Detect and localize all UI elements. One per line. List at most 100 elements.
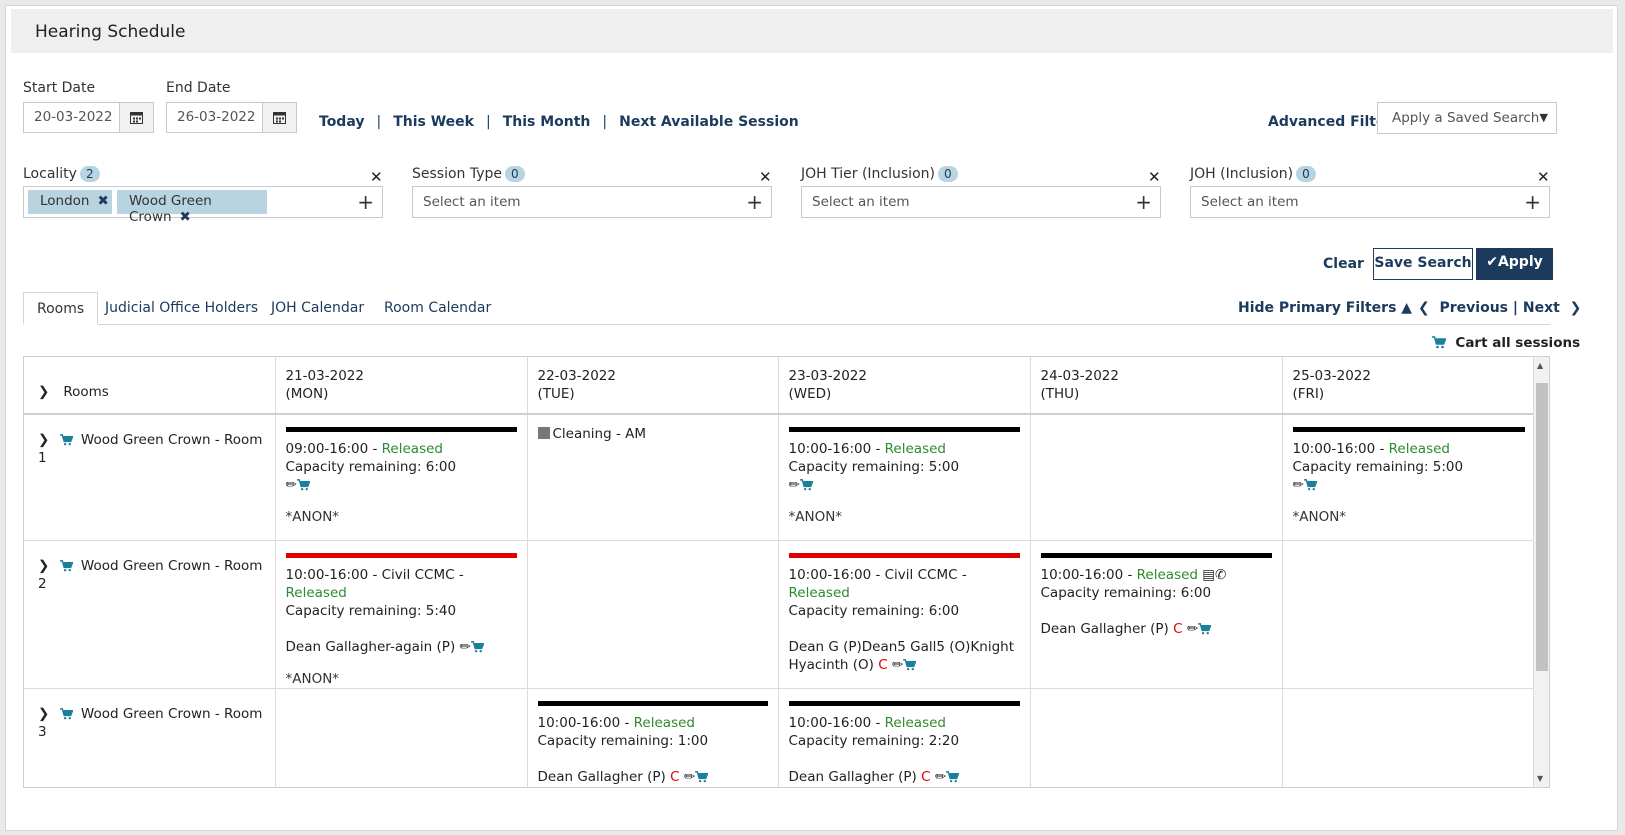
conflict-flag: C: [1173, 620, 1183, 637]
cart-icon[interactable]: [59, 707, 73, 720]
session-cell[interactable]: [275, 688, 528, 787]
chevron-left-icon[interactable]: ❮: [1418, 300, 1430, 316]
remove-chip-icon[interactable]: ✖: [97, 193, 109, 209]
start-date-label: Start Date: [23, 80, 96, 96]
session-bar: [285, 427, 517, 432]
previous-link[interactable]: Previous: [1439, 300, 1508, 316]
cart-icon[interactable]: [296, 479, 310, 491]
pencil-icon[interactable]: ✏: [788, 477, 800, 493]
tab-judicial-office-holders[interactable]: Judicial Office Holders: [105, 300, 259, 316]
session-cell[interactable]: 10:00-16:00 - Released Capacity remainin…: [778, 414, 1031, 541]
locality-field[interactable]: London ✖ Wood Green Crown ✖ +: [23, 186, 383, 225]
scroll-up-icon[interactable]: ▲: [1537, 361, 1544, 370]
save-search-button[interactable]: Save Search: [1373, 248, 1473, 280]
this-month-link[interactable]: This Month: [502, 114, 591, 130]
add-icon[interactable]: +: [746, 190, 763, 214]
pencil-icon[interactable]: ✏: [683, 768, 696, 785]
session-cell[interactable]: [1030, 414, 1283, 541]
cart-icon[interactable]: [903, 658, 917, 671]
status-released: Released: [788, 584, 850, 601]
tab-joh-calendar[interactable]: JOH Calendar: [271, 300, 365, 316]
session-bar: [1040, 552, 1272, 558]
cart-icon[interactable]: [1198, 622, 1212, 635]
next-available-session-link[interactable]: Next Available Session: [619, 114, 799, 130]
schedule-table: ❯ Rooms 21-03-2022 (MON) 22-03-2022 (TUE) 2…: [24, 357, 1536, 787]
apply-button[interactable]: ✔Apply: [1476, 248, 1553, 280]
session-bar: [285, 552, 517, 558]
session-cell[interactable]: [1282, 688, 1536, 787]
status-released: Released: [884, 714, 946, 731]
chevron-right-icon[interactable]: ❯: [38, 384, 50, 400]
chevron-right-icon[interactable]: ❯: [38, 705, 50, 722]
notes-icon[interactable]: ▤: [1202, 566, 1216, 583]
end-date-label: End Date: [166, 80, 231, 96]
session-type-field[interactable]: Select an item +: [412, 186, 772, 218]
day-header: 25-03-2022 (FRI): [1282, 357, 1536, 415]
joh-tier-clear-icon[interactable]: ✕: [1148, 168, 1161, 186]
cart-icon[interactable]: [946, 770, 960, 783]
pencil-icon[interactable]: ✏: [459, 638, 471, 655]
session-cell[interactable]: Cleaning - AM: [527, 414, 779, 541]
vertical-scrollbar[interactable]: ▲ ▼: [1533, 357, 1549, 787]
session-cell[interactable]: 10:00-16:00 - Civil CCMC - Released Capa…: [275, 540, 528, 689]
session-cell[interactable]: [1282, 540, 1536, 689]
scrollbar-thumb[interactable]: [1536, 383, 1548, 671]
next-link[interactable]: Next: [1522, 300, 1560, 316]
clear-button[interactable]: Clear: [1323, 256, 1364, 272]
hide-primary-filters-link[interactable]: Hide Primary Filters ▲: [1238, 300, 1413, 316]
cart-icon: [1432, 336, 1446, 349]
start-date-value[interactable]: 20-03-2022: [34, 109, 113, 125]
chevron-right-icon[interactable]: ❯: [1569, 300, 1582, 316]
cart-icon[interactable]: [470, 640, 484, 653]
session-cell[interactable]: 10:00-16:00 - Released Capacity remainin…: [527, 688, 779, 787]
tab-room-calendar[interactable]: Room Calendar: [384, 300, 492, 316]
remove-chip-icon[interactable]: ✖: [179, 209, 191, 225]
cart-icon[interactable]: [799, 479, 813, 491]
scroll-down-icon[interactable]: ▼: [1537, 774, 1544, 783]
tab-rooms[interactable]: Rooms: [23, 292, 99, 325]
end-date-value[interactable]: 26-03-2022: [177, 109, 256, 125]
session-cell[interactable]: 10:00-16:00 - Civil CCMC - Released Capa…: [778, 540, 1031, 689]
advanced-filter-link[interactable]: Advanced Filter: [1268, 114, 1393, 130]
cart-all-sessions-link[interactable]: Cart all sessions: [1432, 335, 1580, 351]
rooms-header[interactable]: ❯ Rooms: [24, 357, 276, 415]
joh-clear-icon[interactable]: ✕: [1537, 168, 1550, 186]
joh-field[interactable]: Select an item +: [1190, 186, 1550, 218]
cart-icon[interactable]: [59, 434, 73, 446]
add-icon[interactable]: +: [1524, 190, 1541, 214]
this-week-link[interactable]: This Week: [393, 114, 474, 130]
table-row: ❯ Wood Green Crown - Room 3 10:00-16:00 …: [24, 688, 1536, 787]
session-cell[interactable]: 10:00-16:00 - Released ▤✆ Capacity remai…: [1030, 540, 1283, 689]
chevron-right-icon[interactable]: ❯: [38, 557, 50, 574]
room-name: Wood Green Crown - Room 1: [38, 432, 263, 466]
session-cell[interactable]: 10:00-16:00 - Released Capacity remainin…: [778, 688, 1031, 787]
session-cell[interactable]: [1030, 688, 1283, 787]
phone-icon[interactable]: ✆: [1215, 566, 1227, 583]
joh-tier-field[interactable]: Select an item +: [801, 186, 1161, 218]
add-icon[interactable]: +: [1135, 190, 1152, 214]
session-type-clear-icon[interactable]: ✕: [759, 168, 772, 186]
saved-search-select[interactable]: Apply a Saved Search ▼: [1377, 102, 1557, 134]
session-cell[interactable]: 09:00-16:00 - Released Capacity remainin…: [275, 414, 528, 541]
session-cell[interactable]: 10:00-16:00 - Released Capacity remainin…: [1282, 414, 1536, 541]
add-icon[interactable]: +: [357, 190, 374, 214]
saved-search-value: Apply a Saved Search: [1392, 110, 1540, 126]
pencil-icon[interactable]: ✏: [934, 768, 947, 785]
pencil-icon[interactable]: ✏: [1186, 620, 1199, 637]
today-link[interactable]: Today: [319, 114, 365, 130]
locality-label: Locality 2: [23, 166, 100, 182]
session-cell[interactable]: [527, 540, 779, 689]
pencil-icon[interactable]: ✏: [285, 477, 297, 493]
locality-clear-icon[interactable]: ✕: [370, 168, 383, 186]
conflict-flag: C: [921, 768, 931, 785]
pencil-icon[interactable]: ✏: [1292, 477, 1304, 493]
start-calendar-button[interactable]: [119, 103, 153, 132]
cart-icon[interactable]: [59, 559, 73, 572]
pencil-icon[interactable]: ✏: [891, 656, 904, 673]
start-date-field[interactable]: 20-03-2022: [23, 102, 154, 133]
chevron-right-icon[interactable]: ❯: [38, 432, 50, 448]
end-date-field[interactable]: 26-03-2022: [166, 102, 297, 133]
cart-icon[interactable]: [695, 770, 709, 783]
cart-icon[interactable]: [1303, 479, 1317, 491]
end-calendar-button[interactable]: [262, 103, 296, 132]
